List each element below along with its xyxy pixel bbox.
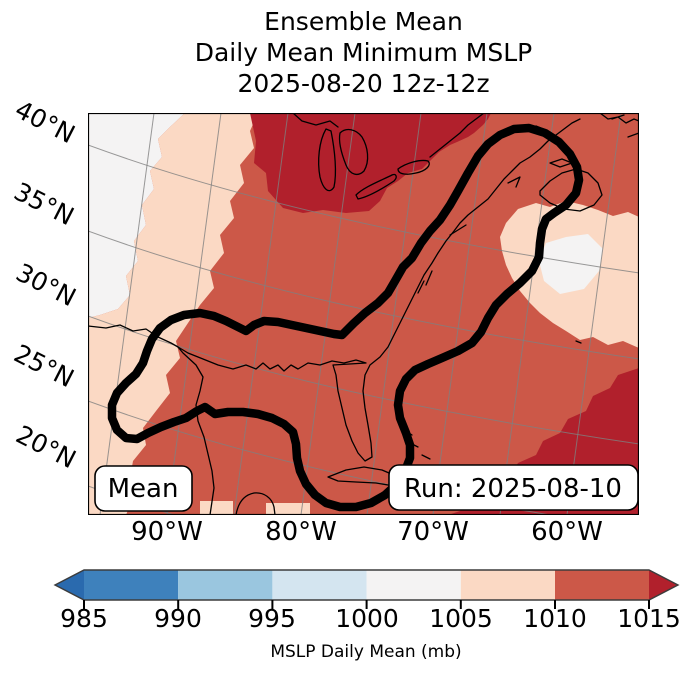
colorbar-extend-high-arrow (649, 570, 678, 600)
colorbar-segment-1010-1015 (555, 570, 649, 600)
colorbar-segment-1005-1010 (460, 570, 555, 600)
colorbar-segment-995-1000 (272, 570, 367, 600)
title-line-1: Ensemble Mean (264, 7, 463, 36)
map-canvas: Mean Run: 2025-08-10 (88, 113, 639, 515)
coastline-cape-cod (507, 176, 521, 188)
colorbar-axis-label: MSLP Daily Mean (mb) (270, 642, 462, 662)
colorbar-ticks (83, 600, 650, 609)
title-line-3: 2025-08-20 12z-12z (237, 69, 490, 98)
coastlines (88, 113, 639, 515)
cbar-tick-995: 995 (248, 604, 296, 633)
gridline-lon-80w (300, 113, 356, 515)
lon-label-90w: 90°W (131, 517, 203, 547)
cbar-tick-990: 990 (154, 604, 202, 633)
coastline-long-island (449, 224, 467, 236)
bermuda (575, 340, 582, 344)
gridline-lon-60w (566, 113, 622, 515)
lat-label-20n: 20°N (11, 419, 81, 475)
gridline-lon-95w (99, 113, 155, 515)
lake-superior (292, 113, 339, 128)
region-atlantic-core-1000-1005 (539, 234, 603, 294)
coastline-gulf-eastcoast (177, 118, 581, 515)
coastline-texas-mexico (88, 324, 179, 348)
colorbar-segment-1000-1005 (366, 570, 461, 600)
lake-michigan (318, 128, 337, 192)
run-badge: Run: 2025-08-10 (388, 464, 639, 511)
gridline-lon-70w (432, 113, 488, 515)
cbar-tick-1010: 1010 (523, 604, 587, 633)
lat-label-35n: 35°N (9, 176, 79, 232)
lake-huron (338, 128, 369, 176)
lon-label-80w: 80°W (265, 517, 337, 547)
lon-label-60w: 60°W (531, 517, 603, 547)
coastline-yucatan (235, 492, 276, 515)
run-badge-box (388, 464, 639, 511)
cbar-tick-1000: 1000 (335, 604, 399, 633)
cbar-tick-1015: 1015 (617, 604, 681, 633)
region-great-lakes-above-1015 (250, 113, 491, 213)
gridline-lon-75w (366, 113, 422, 515)
title-line-2: Daily Mean Minimum MSLP (194, 38, 533, 67)
gridline-lat-40n (88, 144, 639, 274)
coastline-st-lawrence (429, 113, 485, 158)
colorbar-extend-low-arrow (55, 570, 84, 600)
lat-label-25n: 25°N (9, 338, 79, 394)
coastline-chesapeake (417, 270, 433, 294)
newfoundland-coast (599, 113, 639, 138)
lon-label-70w: 70°W (397, 517, 469, 547)
gridline-lat-35n (88, 230, 639, 360)
map-border (88, 113, 639, 515)
lat-label-30n: 30°N (11, 257, 81, 313)
gridline-lon-85w (233, 113, 289, 515)
lake-erie (355, 173, 397, 200)
chart-title: Ensemble Mean Daily Mean Minimum MSLP 20… (88, 6, 639, 99)
lake-ontario (397, 159, 430, 175)
colorbar (53, 569, 680, 609)
region-northwest-1000-1005 (88, 113, 185, 318)
region-bottom-patch2-1005-1010 (266, 503, 310, 515)
mean-badge: Mean (94, 465, 193, 512)
mean-badge-label: Mean (108, 474, 179, 504)
region-west-strip-1005-1010 (88, 113, 258, 515)
gridline-lon-65w (499, 113, 555, 515)
colorbar-segment-985-990 (84, 570, 179, 600)
lat-label-40n: 40°N (10, 94, 80, 150)
mean-badge-box (94, 465, 193, 512)
nova-scotia (539, 168, 603, 212)
run-badge-label: Run: 2025-08-10 (404, 474, 622, 504)
cbar-tick-1005: 1005 (429, 604, 493, 633)
ensemble-contour (107, 123, 584, 512)
colorbar-segment-990-995 (178, 570, 273, 600)
region-bottom-patch-1005-1010 (200, 501, 233, 515)
cbar-tick-985: 985 (60, 604, 108, 633)
